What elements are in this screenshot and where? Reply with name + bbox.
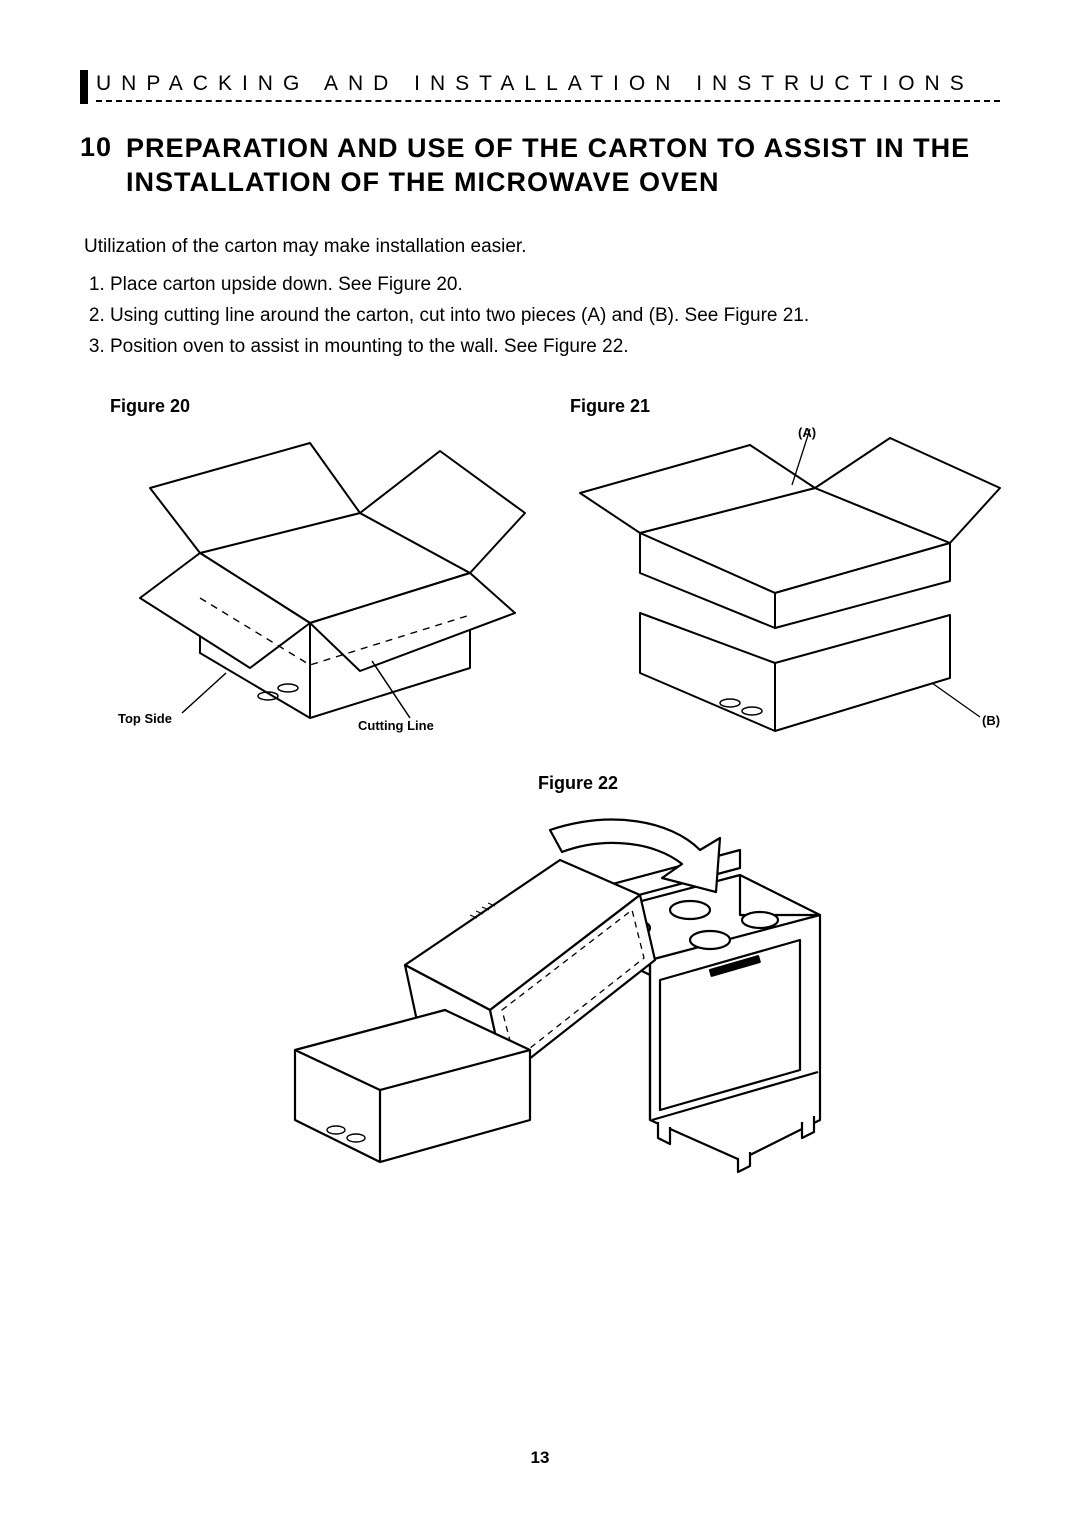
figure-21-caption: Figure 21	[570, 396, 1010, 417]
step-list: Place carton upside down. See Figure 20.…	[80, 270, 1000, 362]
intro-paragraph: Utilization of the carton may make insta…	[84, 236, 1000, 258]
step-item: Position oven to assist in mounting to t…	[110, 332, 1000, 361]
figure-20-caption: Figure 20	[110, 396, 530, 417]
section-heading: PREPARATION AND USE OF THE CARTON TO ASS…	[126, 132, 1000, 200]
figure-22-caption: Figure 22	[538, 773, 618, 794]
step-item: Using cutting line around the carton, cu…	[110, 301, 1000, 330]
figure-20-illustration: Top Side Cutting Line	[110, 423, 530, 733]
header-text: UNPACKING AND INSTALLATION INSTRUCTIONS	[96, 72, 1000, 102]
figure-21-illustration: (A) (B)	[570, 423, 1010, 743]
figure-20: Figure 20	[110, 396, 530, 743]
section-title: 10 PREPARATION AND USE OF THE CARTON TO …	[80, 132, 1000, 200]
label-a: (A)	[798, 425, 816, 440]
figure-22-illustration	[240, 800, 840, 1180]
section-number: 10	[80, 132, 112, 163]
figures-row-top: Figure 20	[110, 396, 1000, 743]
label-top-side: Top Side	[118, 711, 172, 726]
page-header: UNPACKING AND INSTALLATION INSTRUCTIONS	[80, 70, 1000, 104]
step-item: Place carton upside down. See Figure 20.	[110, 270, 1000, 299]
page-number: 13	[0, 1448, 1080, 1468]
label-cutting-line: Cutting Line	[358, 718, 434, 733]
document-page: UNPACKING AND INSTALLATION INSTRUCTIONS …	[0, 0, 1080, 1526]
header-accent-bar	[80, 70, 88, 104]
figure-22: Figure 22	[80, 773, 1000, 1180]
figure-21: Figure 21	[570, 396, 1010, 743]
label-b: (B)	[982, 713, 1000, 728]
